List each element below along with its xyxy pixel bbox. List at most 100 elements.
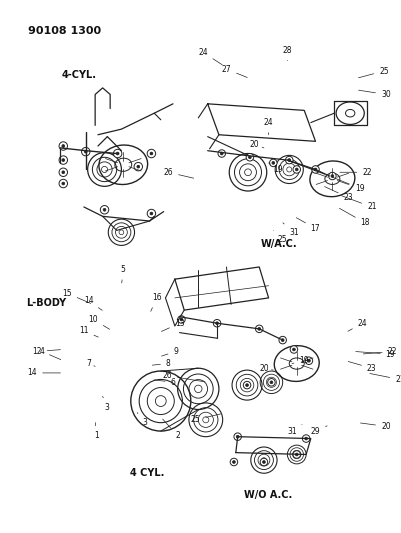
Circle shape xyxy=(62,159,65,161)
Text: 15: 15 xyxy=(62,289,91,303)
Text: 10: 10 xyxy=(89,315,109,329)
Circle shape xyxy=(272,161,275,164)
Circle shape xyxy=(116,152,119,155)
Circle shape xyxy=(134,163,142,171)
Text: L-BODY: L-BODY xyxy=(26,297,67,308)
Circle shape xyxy=(305,357,313,365)
Text: 26: 26 xyxy=(164,168,194,178)
Text: 26: 26 xyxy=(162,372,205,382)
Text: 17: 17 xyxy=(296,217,320,233)
Circle shape xyxy=(59,179,67,188)
Circle shape xyxy=(281,338,284,342)
Circle shape xyxy=(213,319,221,327)
Text: 25: 25 xyxy=(273,230,288,244)
Text: 20: 20 xyxy=(360,422,391,431)
Text: 22: 22 xyxy=(363,347,397,356)
Circle shape xyxy=(270,381,273,384)
Text: 4: 4 xyxy=(39,347,61,360)
Circle shape xyxy=(305,437,308,440)
Circle shape xyxy=(243,381,251,389)
Circle shape xyxy=(312,166,319,173)
Circle shape xyxy=(258,327,261,330)
Circle shape xyxy=(268,378,275,386)
Text: 21: 21 xyxy=(342,196,377,212)
Circle shape xyxy=(59,142,67,150)
Text: 18: 18 xyxy=(340,208,370,228)
Text: 1: 1 xyxy=(94,423,99,440)
Circle shape xyxy=(236,435,239,438)
Text: 12: 12 xyxy=(32,347,61,356)
Text: 19: 19 xyxy=(332,177,365,193)
Text: 23: 23 xyxy=(324,187,353,202)
Circle shape xyxy=(331,175,334,177)
Circle shape xyxy=(113,149,122,158)
Circle shape xyxy=(255,325,263,333)
Circle shape xyxy=(292,348,296,351)
Circle shape xyxy=(233,461,235,463)
Text: 19: 19 xyxy=(269,163,283,174)
Circle shape xyxy=(290,346,298,353)
Circle shape xyxy=(230,458,238,466)
Text: 3: 3 xyxy=(103,397,110,412)
Text: 28: 28 xyxy=(283,46,292,61)
Text: 24: 24 xyxy=(198,48,222,65)
Circle shape xyxy=(269,159,277,167)
Circle shape xyxy=(329,172,336,180)
Text: 23: 23 xyxy=(348,361,377,373)
Text: 24: 24 xyxy=(348,319,367,331)
Circle shape xyxy=(100,206,109,214)
Circle shape xyxy=(150,212,153,215)
Circle shape xyxy=(308,359,310,362)
Circle shape xyxy=(249,156,251,159)
Circle shape xyxy=(220,152,223,155)
Text: 6: 6 xyxy=(154,378,175,387)
Circle shape xyxy=(59,156,67,164)
Circle shape xyxy=(147,209,156,218)
Text: 9: 9 xyxy=(162,347,178,356)
Text: 14: 14 xyxy=(84,296,102,310)
Circle shape xyxy=(293,451,300,458)
Text: W/A.C.: W/A.C. xyxy=(261,239,297,249)
Text: 30: 30 xyxy=(358,90,391,99)
Circle shape xyxy=(103,208,106,211)
Text: 11: 11 xyxy=(79,326,98,337)
Circle shape xyxy=(296,453,298,456)
Text: 24: 24 xyxy=(264,118,273,135)
Circle shape xyxy=(314,168,317,171)
Text: 25: 25 xyxy=(358,67,389,78)
Circle shape xyxy=(260,458,268,466)
Text: 27: 27 xyxy=(222,64,247,77)
Circle shape xyxy=(180,318,183,321)
Circle shape xyxy=(59,168,67,176)
Circle shape xyxy=(62,182,65,185)
Circle shape xyxy=(246,154,253,161)
Text: 4 CYL.: 4 CYL. xyxy=(130,469,164,478)
Text: 90108 1300: 90108 1300 xyxy=(28,26,101,36)
Circle shape xyxy=(234,433,241,440)
Circle shape xyxy=(137,165,140,168)
Circle shape xyxy=(218,150,225,157)
Circle shape xyxy=(288,159,291,161)
Circle shape xyxy=(62,171,65,174)
Text: 29: 29 xyxy=(311,426,327,437)
Text: W/O A.C.: W/O A.C. xyxy=(245,490,293,500)
Text: 22: 22 xyxy=(340,168,372,177)
Circle shape xyxy=(279,336,286,344)
Text: 19: 19 xyxy=(356,350,395,359)
Text: 14: 14 xyxy=(28,368,61,377)
Circle shape xyxy=(216,322,219,325)
Circle shape xyxy=(84,150,87,153)
Circle shape xyxy=(293,166,300,173)
Circle shape xyxy=(286,156,293,164)
Text: 13: 13 xyxy=(162,319,184,332)
Text: 20: 20 xyxy=(250,140,264,149)
Text: 8: 8 xyxy=(152,359,171,368)
Circle shape xyxy=(246,384,249,386)
Text: 7: 7 xyxy=(86,359,95,368)
Text: 31: 31 xyxy=(283,223,299,237)
Text: 2: 2 xyxy=(163,419,180,440)
Circle shape xyxy=(263,461,265,463)
Circle shape xyxy=(178,316,185,323)
Circle shape xyxy=(296,168,298,171)
Text: 3: 3 xyxy=(137,413,147,427)
